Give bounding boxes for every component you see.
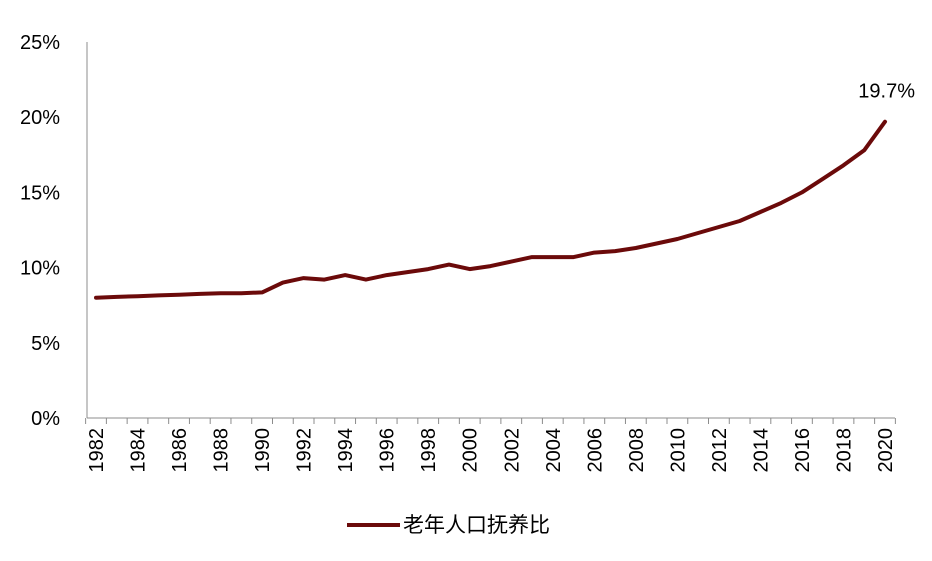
x-tick-label: 1990: [252, 428, 274, 473]
y-axis: 0% 5% 10% 15% 20% 25%: [20, 32, 88, 430]
series-line-老年人口抚养比: [94, 119, 887, 300]
annotation-layer: 19.7%: [858, 81, 915, 103]
y-tick-label: 0%: [31, 408, 60, 430]
x-tick-label: 1986: [169, 428, 191, 473]
x-tick-label: 2002: [501, 428, 523, 473]
x-tick-label: 1998: [418, 428, 440, 473]
x-tick-label: 2014: [750, 428, 772, 473]
x-axis: 1982 1984 1986 1988 1990 1992 1994 1996 1998 2000…: [85, 417, 897, 473]
legend-label: 老年人口抚养比: [403, 514, 550, 537]
y-tick-label: 5%: [31, 333, 60, 355]
y-tick-label: 25%: [20, 32, 60, 54]
x-tick-label: 2004: [543, 428, 565, 473]
x-tick-label: 2012: [709, 428, 731, 473]
x-tick-label: 1994: [335, 428, 357, 473]
x-tick-label: 1988: [211, 428, 233, 473]
x-tick-label: 2000: [460, 428, 482, 473]
x-tick-label: 2008: [626, 428, 648, 473]
x-tick-label: 1982: [86, 428, 108, 473]
x-tick-label: 2006: [584, 428, 606, 473]
y-tick-label: 15%: [20, 182, 60, 204]
series-layer: [94, 119, 887, 300]
x-tick-label: 2016: [792, 428, 814, 473]
x-tick-label: 1996: [377, 428, 399, 473]
x-tick-label: 1992: [294, 428, 316, 473]
legend: 老年人口抚养比: [347, 514, 550, 537]
x-tick-label: 1984: [128, 428, 150, 473]
x-tick-label: 2020: [875, 428, 897, 473]
data-label-last-point: 19.7%: [858, 81, 915, 103]
y-tick-label: 20%: [20, 107, 60, 129]
x-tick-label: 2010: [667, 428, 689, 473]
x-tick-label: 2018: [833, 428, 855, 473]
y-tick-label: 10%: [20, 258, 60, 280]
